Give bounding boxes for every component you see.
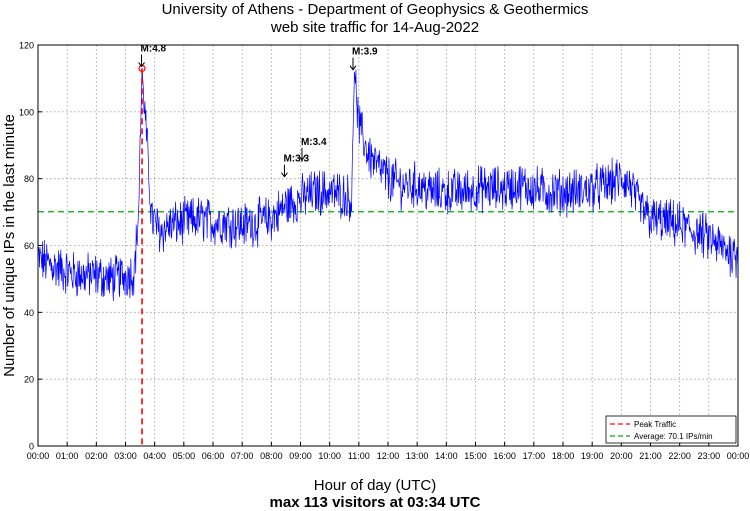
x-tick-label: 05:00: [173, 451, 196, 461]
y-tick-label: 120: [19, 41, 34, 51]
x-tick-label: 23:00: [698, 451, 721, 461]
annotation-arrow-head: [349, 65, 357, 71]
annotation-label: M:3.4: [301, 137, 327, 148]
x-tick-label: 00:00: [27, 451, 50, 461]
x-tick-label: 19:00: [581, 451, 604, 461]
x-tick-label: 07:00: [231, 451, 254, 461]
x-tick-label: 03:00: [114, 451, 137, 461]
y-axis-label: Number of unique IPs in the last minute: [1, 114, 18, 377]
x-tick-label: 18:00: [552, 451, 575, 461]
x-tick-label: 00:00: [727, 451, 750, 461]
x-tick-label: 11:00: [348, 451, 370, 461]
x-axis-label: Hour of day (UTC): [313, 477, 437, 494]
y-tick-label: 0: [29, 442, 34, 452]
annotation-label: M:3.3: [283, 154, 309, 165]
plot-frame: [37, 44, 739, 447]
traffic-series-line: [37, 68, 739, 301]
annotation-arrow-head: [281, 172, 288, 178]
annotation-arrow-head: [298, 155, 306, 161]
chart-title: University of Athens - Department of Geo…: [161, 1, 589, 18]
x-tick-label: 16:00: [493, 451, 516, 461]
legend-label: Peak Traffic: [634, 420, 676, 429]
annotation-label: M:4.8: [141, 43, 167, 54]
legend-box: [605, 415, 737, 444]
chart-subtitle: web site traffic for 14-Aug-2022: [270, 19, 480, 36]
y-tick-label: 20: [24, 375, 34, 385]
y-tick-label: 60: [24, 241, 34, 251]
x-tick-label: 06:00: [202, 451, 225, 461]
annotation-arrow-head: [138, 62, 145, 68]
x-tick-label: 14:00: [435, 451, 458, 461]
x-tick-label: 12:00: [377, 451, 400, 461]
x-tick-label: 21:00: [639, 451, 662, 461]
x-tick-label: 20:00: [610, 451, 633, 461]
x-tick-label: 02:00: [85, 451, 108, 461]
x-tick-label: 15:00: [464, 451, 487, 461]
x-tick-label: 04:00: [143, 451, 166, 461]
y-tick-label: 80: [24, 174, 34, 184]
x-tick-label: 09:00: [289, 451, 312, 461]
x-tick-label: 17:00: [523, 451, 546, 461]
x-tick-label: 01:00: [56, 451, 79, 461]
legend-label: Average: 70.1 IPs/min: [634, 432, 713, 441]
x-tick-label: 08:00: [260, 451, 283, 461]
x-tick-label: 22:00: [668, 451, 691, 461]
annotation-label: M:3.9: [352, 47, 378, 58]
y-tick-label: 40: [24, 308, 34, 318]
y-tick-label: 100: [19, 107, 34, 117]
x-tick-label: 10:00: [318, 451, 341, 461]
chart-footer-summary: max 113 visitors at 03:34 UTC: [269, 494, 481, 511]
x-tick-label: 13:00: [406, 451, 429, 461]
